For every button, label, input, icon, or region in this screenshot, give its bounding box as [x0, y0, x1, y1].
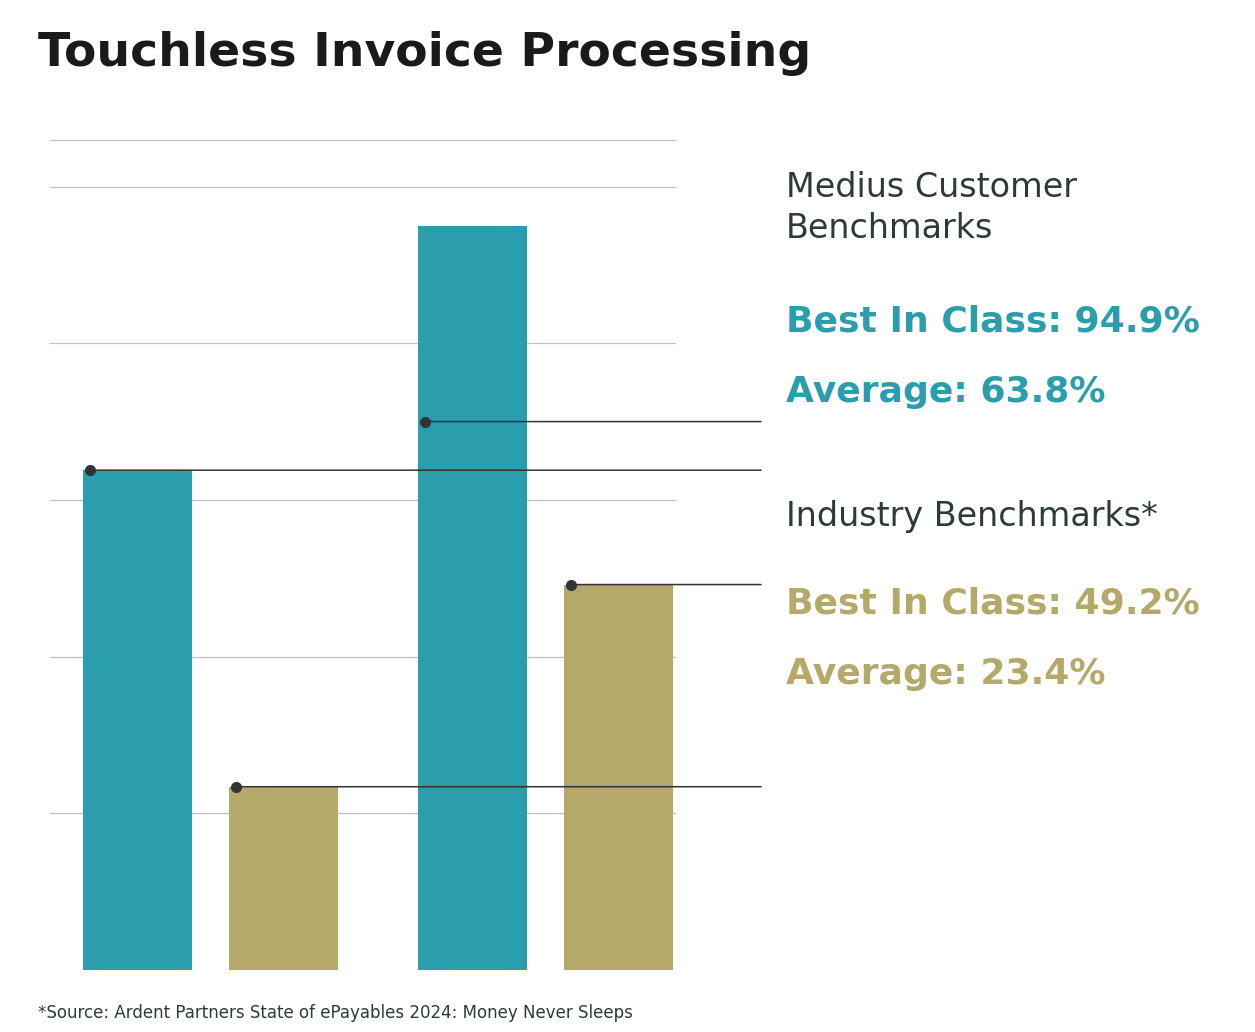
Bar: [563, 584, 673, 970]
Text: Medius Customer
Benchmarks: Medius Customer Benchmarks: [786, 171, 1077, 245]
Text: Touchless Invoice Processing: Touchless Invoice Processing: [38, 31, 811, 76]
Text: Best In Class: 49.2%: Best In Class: 49.2%: [786, 586, 1200, 620]
Text: Average: 63.8%: Average: 63.8%: [786, 375, 1106, 409]
Bar: [83, 471, 192, 970]
Bar: [418, 226, 527, 970]
Text: Best In Class: 94.9%: Best In Class: 94.9%: [786, 304, 1200, 338]
Text: Industry Benchmarks*: Industry Benchmarks*: [786, 499, 1157, 533]
Text: *Source: Ardent Partners State of ePayables 2024: Money Never Sleeps: *Source: Ardent Partners State of ePayab…: [38, 1004, 633, 1022]
Bar: [228, 786, 338, 970]
Text: Average: 23.4%: Average: 23.4%: [786, 656, 1106, 690]
